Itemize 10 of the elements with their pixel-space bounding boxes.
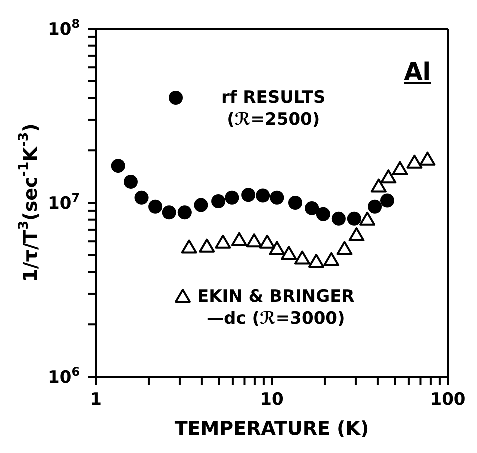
y-tick-label: 10$^{6}$: [48, 365, 80, 388]
legend-label: rf RESULTS (ℛ=2500): [220, 87, 327, 132]
x-tick-label: 10: [260, 390, 284, 410]
legend-label: EKIN & BRINGER —dc (ℛ=3000): [196, 286, 356, 330]
annotation: Al: [404, 58, 431, 86]
x-tick-label: 1: [90, 390, 102, 410]
x-tick-label: 100: [430, 390, 466, 410]
y-tick-label: 10$^{8}$: [48, 17, 80, 40]
x-axis-title: TEMPERATURE (K): [174, 418, 370, 440]
y-tick-label: 10$^{7}$: [48, 191, 80, 214]
